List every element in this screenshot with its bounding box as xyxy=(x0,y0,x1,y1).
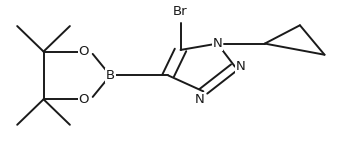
Text: O: O xyxy=(79,45,89,58)
Text: B: B xyxy=(106,69,115,82)
Text: N: N xyxy=(195,93,205,106)
Text: O: O xyxy=(79,93,89,106)
Text: Br: Br xyxy=(173,5,188,18)
Text: N: N xyxy=(235,60,245,73)
Text: N: N xyxy=(212,37,222,50)
